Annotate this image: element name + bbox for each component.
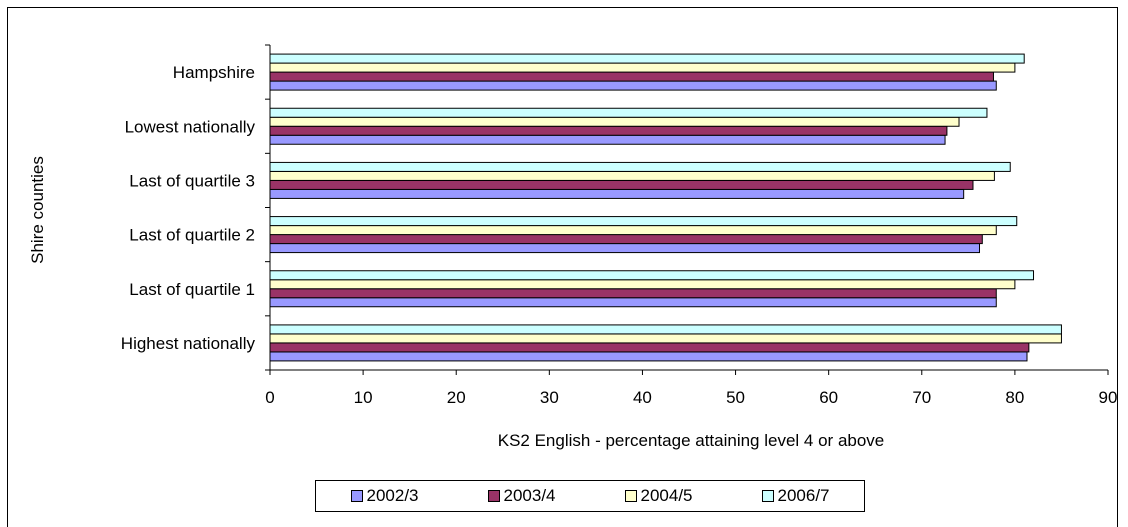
axes-group [265, 44, 1109, 375]
bar-2003-4-last-of-quartile-2 [269, 234, 983, 245]
x-tick-label: 40 [633, 388, 652, 407]
bar-2004-5-last-of-quartile-1 [269, 279, 1016, 290]
bar-2002-3-lowest-nationally [269, 134, 946, 145]
y-tick-label: Last of quartile 2 [129, 226, 255, 245]
y-tick-label: Highest nationally [121, 334, 256, 353]
y-tick-label: Last of quartile 1 [129, 280, 255, 299]
bar-2002-3-hampshire [269, 80, 997, 91]
bar-2006-7-highest-nationally [269, 324, 1062, 335]
bar-2004-5-last-of-quartile-3 [269, 170, 995, 181]
bar-2004-5-highest-nationally [269, 333, 1062, 344]
x-tick-label: 80 [1005, 388, 1024, 407]
bar-2002-3-last-of-quartile-1 [269, 297, 997, 308]
bar-2006-7-lowest-nationally [269, 107, 988, 118]
x-tick-label: 20 [447, 388, 466, 407]
legend-item: 2004/5 [624, 486, 693, 506]
y-axis-title: Shire counties [28, 156, 47, 264]
bar-2006-7-last-of-quartile-3 [269, 161, 1011, 172]
legend-label: 2006/7 [777, 486, 830, 505]
x-tick-label: 70 [912, 388, 931, 407]
bar-2004-5-hampshire [269, 62, 1016, 73]
legend-swatch [624, 490, 637, 502]
x-tick-label: 60 [819, 388, 838, 407]
bar-2003-4-highest-nationally [269, 342, 1030, 353]
x-tick-label: 10 [354, 388, 373, 407]
legend-item: 2003/4 [487, 486, 556, 506]
y-tick-label: Hampshire [173, 63, 255, 82]
legend-label: 2003/4 [503, 486, 556, 505]
chart-frame [7, 7, 1118, 527]
x-tick-label: 30 [540, 388, 559, 407]
bar-2002-3-highest-nationally [269, 351, 1028, 362]
y-tick-label: Last of quartile 3 [129, 171, 255, 190]
bar-2002-3-last-of-quartile-2 [269, 243, 981, 254]
legend-item: 2006/7 [761, 486, 830, 506]
legend-swatch [761, 490, 774, 502]
legend-label: 2002/3 [366, 486, 419, 505]
legend: 2002/3 2003/4 2004/5 2006/7 [315, 480, 865, 512]
x-tick-label: 0 [265, 388, 274, 407]
legend-label: 2004/5 [640, 486, 693, 505]
bars-group [269, 53, 1062, 362]
bar-2003-4-hampshire [269, 71, 994, 82]
bar-2006-7-last-of-quartile-2 [269, 216, 1018, 227]
legend-item: 2002/3 [350, 486, 419, 506]
legend-swatch [350, 490, 363, 502]
y-tick-label: Lowest nationally [125, 117, 256, 136]
x-tick-label: 90 [1099, 388, 1118, 407]
x-tick-label: 50 [726, 388, 745, 407]
bar-2006-7-hampshire [269, 53, 1025, 64]
bar-2006-7-last-of-quartile-1 [269, 270, 1035, 281]
legend-swatch [487, 490, 500, 502]
bar-2004-5-last-of-quartile-2 [269, 225, 997, 236]
bar-2004-5-lowest-nationally [269, 116, 960, 127]
y-tick-labels: Highest nationally Last of quartile 1 Last… [121, 63, 256, 353]
bar-2002-3-last-of-quartile-3 [269, 188, 965, 199]
bar-2003-4-lowest-nationally [269, 125, 948, 136]
bar-2003-4-last-of-quartile-3 [269, 179, 974, 190]
bar-2003-4-last-of-quartile-1 [269, 288, 997, 299]
x-tick-labels: 0 10 20 30 40 50 60 70 80 90 [265, 388, 1117, 407]
x-axis-title: KS2 English - percentage attaining level… [498, 431, 885, 450]
